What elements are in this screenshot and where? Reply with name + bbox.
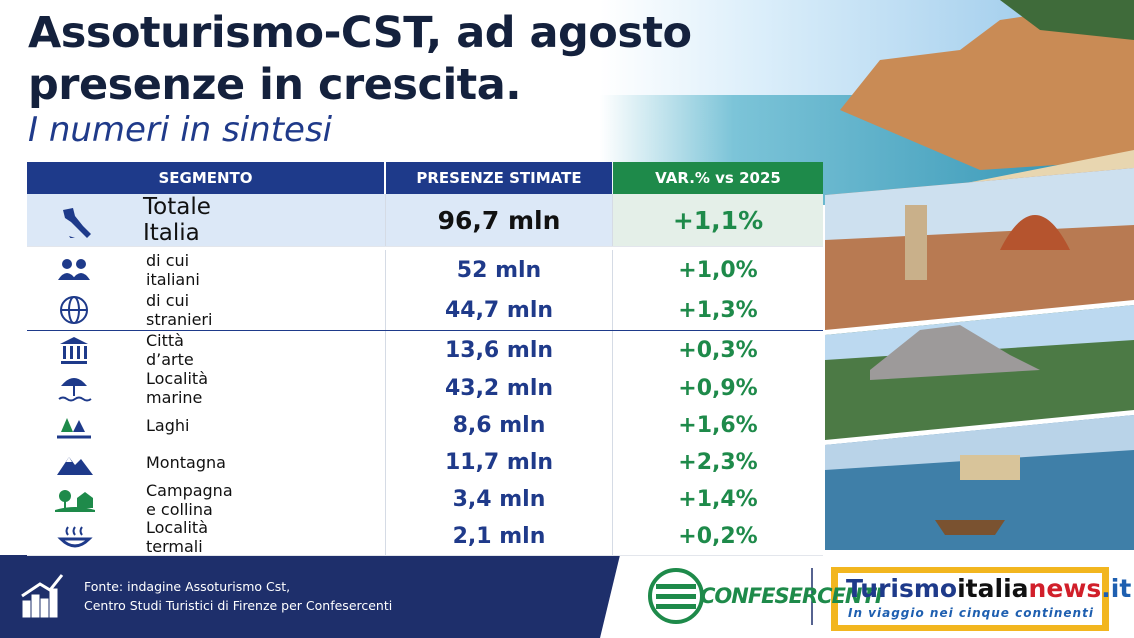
icon bbox=[60, 296, 88, 324]
row-icon bbox=[55, 254, 95, 288]
presenze: 96,7 mln bbox=[437, 205, 561, 235]
column-divider bbox=[612, 518, 613, 555]
logo-part: .it bbox=[1101, 574, 1132, 603]
presenze: 43,2 mln bbox=[444, 375, 554, 401]
column-divider bbox=[612, 407, 613, 444]
variazione: +0,2% bbox=[678, 524, 758, 549]
icon bbox=[55, 489, 95, 512]
variazione: +1,3% bbox=[678, 297, 758, 323]
column-divider bbox=[612, 331, 613, 369]
variazione: +1,4% bbox=[678, 487, 758, 512]
column-divider bbox=[385, 518, 386, 555]
icon bbox=[58, 259, 90, 280]
column-header: SEGMENTO bbox=[27, 162, 384, 194]
icon bbox=[57, 417, 91, 438]
presenze: 8,6 mln bbox=[452, 413, 546, 438]
icon bbox=[60, 337, 88, 364]
row-icon bbox=[55, 294, 95, 328]
variazione: +0,3% bbox=[678, 337, 758, 363]
row-background bbox=[27, 518, 823, 556]
variazione: +1,6% bbox=[678, 413, 758, 438]
logo-part: Turismo bbox=[846, 574, 958, 603]
column-header: PRESENZE STIMATE bbox=[386, 162, 612, 194]
variazione: +0,9% bbox=[678, 375, 758, 401]
segment: Località termali bbox=[146, 517, 208, 556]
logo-part: news bbox=[1028, 574, 1102, 603]
segment: Città d’arte bbox=[146, 331, 194, 369]
column-divider bbox=[612, 444, 613, 481]
column-divider bbox=[612, 290, 613, 330]
column-divider bbox=[385, 194, 386, 246]
row-icon bbox=[55, 204, 95, 242]
source-line: Centro Studi Turistici di Firenze per Co… bbox=[84, 598, 393, 613]
source: Fonte: indagine Assoturismo Cst, Centro … bbox=[84, 577, 392, 615]
segment: di cui stranieri bbox=[146, 291, 213, 329]
row-icon bbox=[55, 334, 95, 368]
column-divider bbox=[385, 407, 386, 444]
logo-part: italia bbox=[957, 574, 1029, 603]
column-divider bbox=[612, 481, 613, 518]
logo-tagline: In viaggio nei cinque continenti bbox=[848, 606, 1094, 620]
segment: Totale Italia bbox=[143, 194, 211, 246]
column-divider bbox=[385, 290, 386, 330]
presenze: 44,7 mln bbox=[444, 297, 554, 323]
column-divider bbox=[612, 250, 613, 290]
segment: Montagna bbox=[146, 453, 226, 472]
row-icon bbox=[55, 372, 95, 406]
presenze: 52 mln bbox=[456, 257, 542, 283]
row-icon bbox=[55, 447, 95, 481]
column-divider bbox=[612, 194, 613, 246]
segment: Laghi bbox=[146, 416, 190, 435]
var-background bbox=[613, 194, 823, 246]
segment: Campagna e collina bbox=[146, 480, 233, 519]
variazione: +1,1% bbox=[672, 205, 764, 235]
column-divider bbox=[385, 250, 386, 290]
icon bbox=[63, 208, 91, 242]
presenze: 3,4 mln bbox=[452, 487, 546, 512]
variazione: +2,3% bbox=[678, 450, 758, 475]
variazione: +1,0% bbox=[678, 257, 758, 283]
column-divider bbox=[385, 369, 386, 407]
segment: di cui italiani bbox=[146, 251, 200, 289]
column-divider bbox=[385, 481, 386, 518]
logo-confesercenti: CONFESERCENTI bbox=[700, 584, 883, 608]
column-divider bbox=[612, 369, 613, 407]
icon bbox=[58, 378, 92, 402]
presenze: 13,6 mln bbox=[444, 337, 554, 363]
presenze: 11,7 mln bbox=[444, 450, 554, 475]
row-background bbox=[27, 444, 823, 482]
icon bbox=[57, 525, 93, 547]
subtitle: I numeri in sintesi bbox=[28, 110, 333, 150]
row-icon bbox=[55, 484, 95, 518]
column-header: VAR.% vs 2025 bbox=[613, 162, 823, 194]
segment: Località marine bbox=[146, 369, 208, 407]
row-background bbox=[27, 290, 823, 331]
source-line: Fonte: indagine Assoturismo Cst, bbox=[84, 579, 291, 594]
title-line: presenze in crescita. bbox=[28, 60, 522, 110]
presenze: 2,1 mln bbox=[452, 524, 546, 549]
icon bbox=[57, 456, 93, 475]
column-divider bbox=[385, 331, 386, 369]
logo-turismo: Turismoitalianews.it bbox=[846, 574, 1131, 603]
row-icon bbox=[55, 521, 95, 555]
column-divider bbox=[385, 444, 386, 481]
row-icon bbox=[55, 410, 95, 444]
title-line: Assoturismo-CST, ad agosto bbox=[28, 8, 692, 58]
